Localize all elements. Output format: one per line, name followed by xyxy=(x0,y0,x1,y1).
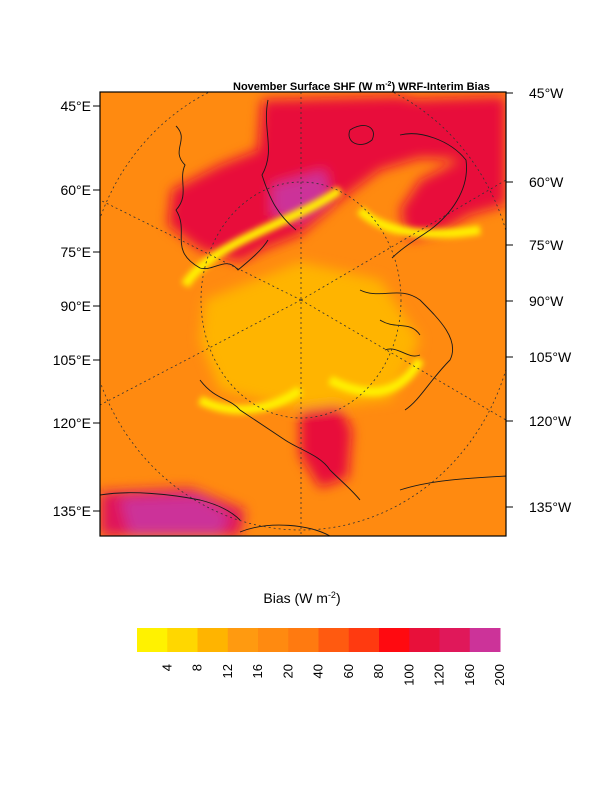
colorbar-swatch xyxy=(137,628,168,652)
colorbar-swatch xyxy=(469,628,501,652)
left-label-90e: 90°E xyxy=(60,298,91,314)
left-ticks xyxy=(93,105,100,512)
colorbar-swatch xyxy=(197,628,229,652)
colorbar-level-label: 40 xyxy=(311,664,326,678)
right-label-75w: 75°W xyxy=(529,237,564,253)
right-label-60w: 60°W xyxy=(529,174,564,190)
colorbar-labels: 4 8 12 16 20 40 60 80 100 120 160 200 xyxy=(159,664,507,686)
right-label-135w: 135°W xyxy=(529,499,572,515)
colorbar-swatch xyxy=(439,628,471,652)
left-label-60e: 60°E xyxy=(60,182,91,198)
colorbar-level-label: 12 xyxy=(220,664,235,678)
right-axis-labels: 45°W 60°W 75°W 90°W 105°W 120°W 135°W xyxy=(529,85,572,515)
colorbar-level-label: 80 xyxy=(371,664,386,678)
colorbar-level-label: 100 xyxy=(401,664,416,686)
colorbar-level-label: 200 xyxy=(492,664,507,686)
bias-map xyxy=(100,92,506,536)
right-label-90w: 90°W xyxy=(529,293,564,309)
right-label-120w: 120°W xyxy=(529,413,572,429)
colorbar-swatch xyxy=(167,628,198,652)
ice-edge-low-bias xyxy=(181,186,481,415)
left-label-120e: 120°E xyxy=(53,415,91,431)
chart-title: November Surface SHF (W m-2) WRF-Interim… xyxy=(233,81,490,93)
colorbar-level-label: 20 xyxy=(280,664,295,678)
map-frame xyxy=(99,91,507,537)
left-label-105e: 105°E xyxy=(53,352,91,368)
left-axis-labels: 45°E 60°E 75°E 90°E 105°E 120°E 135°E xyxy=(53,98,91,519)
coastlines xyxy=(100,99,506,536)
colorbar-swatch xyxy=(348,628,380,652)
colorbar-swatch xyxy=(409,628,440,652)
colorbar-swatch xyxy=(258,628,289,652)
colorbar-title: Bias (W m-2) xyxy=(263,590,340,606)
colorbar-level-label: 8 xyxy=(190,664,205,671)
scandinavia-high-bias xyxy=(396,96,506,240)
colorbar-swatch xyxy=(318,628,350,652)
colorbar-level-label: 120 xyxy=(432,664,447,686)
right-ticks xyxy=(506,92,513,508)
central-arctic xyxy=(200,262,420,410)
colorbar-swatch xyxy=(379,628,410,652)
right-label-45w: 45°W xyxy=(529,85,564,101)
left-label-75e: 75°E xyxy=(60,244,91,260)
alaska-peak xyxy=(120,495,230,536)
graticule xyxy=(100,92,506,536)
canada-high-bias xyxy=(300,398,352,488)
colorbar-level-label: 4 xyxy=(159,664,174,671)
colorbar-level-label: 16 xyxy=(250,664,265,678)
colorbar-swatch xyxy=(227,628,259,652)
colorbar-level-label: 160 xyxy=(462,664,477,686)
left-label-45e: 45°E xyxy=(60,98,91,114)
colorbar-level-label: 60 xyxy=(341,664,356,678)
colorbar-swatch xyxy=(288,628,319,652)
right-label-105w: 105°W xyxy=(529,349,572,365)
colorbar xyxy=(137,628,501,652)
left-label-135e: 135°E xyxy=(53,503,91,519)
